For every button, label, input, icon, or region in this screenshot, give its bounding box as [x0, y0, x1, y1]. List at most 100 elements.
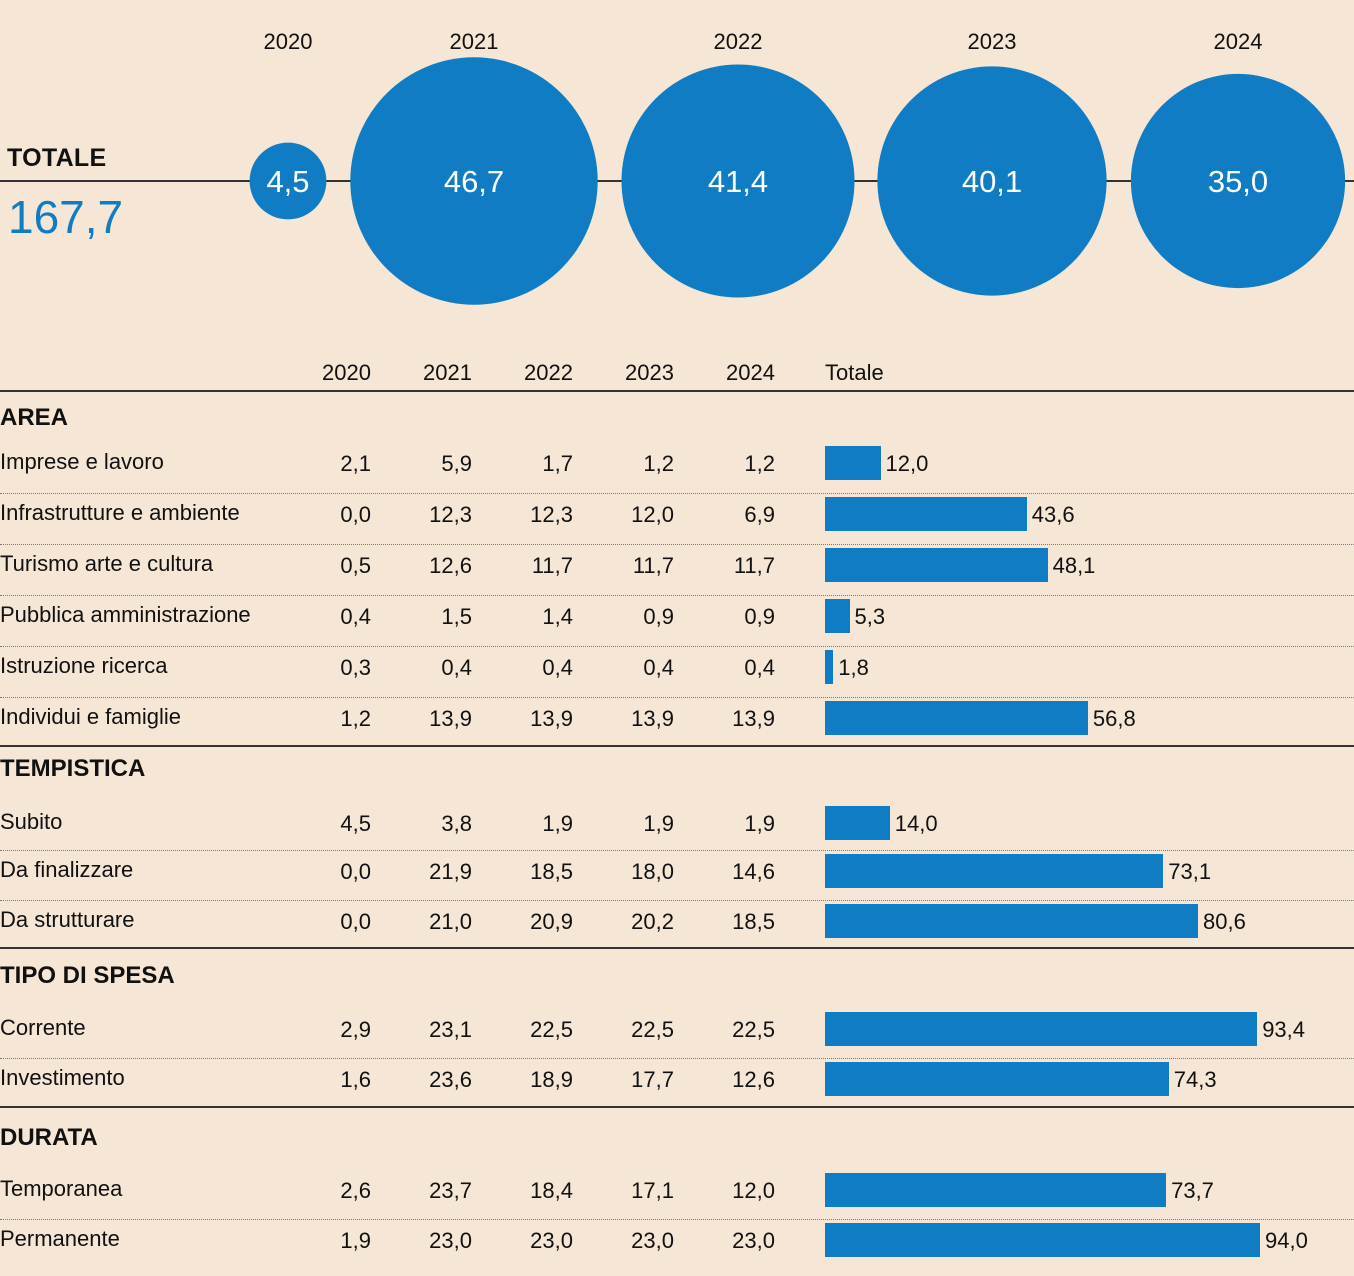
cell-2023: 12,0	[631, 502, 674, 527]
total-bar-label: 14,0	[894, 811, 938, 836]
cell-2024: 1,2	[744, 451, 775, 476]
table-row: Permanente 1,9 23,0 23,0 23,0 23,0 94,0	[0, 1219, 1354, 1269]
total-bar-label: 12,0	[885, 451, 929, 476]
cell-2024: 11,7	[733, 553, 775, 578]
total-bar-label: 43,6	[1031, 502, 1075, 527]
cell-2021: 23,7	[429, 1178, 472, 1203]
total-bar	[825, 548, 1048, 582]
bubble-2022	[621, 64, 855, 298]
bubble-value-label: 4,5	[266, 164, 309, 199]
column-header-2022: 2022	[524, 360, 573, 385]
table-row: Individui e famiglie 1,2 13,9 13,9 13,9 13,9 5…	[0, 697, 1354, 747]
cell-2021: 1,5	[441, 604, 472, 629]
total-label: TOTALE	[7, 144, 107, 172]
total-bar-label: 94,0	[1265, 1228, 1308, 1253]
table-row: Istruzione ricerca 0,3 0,4 0,4 0,4 0,4 1,8	[0, 646, 1354, 698]
total-bar	[825, 1223, 1260, 1257]
section-title: DURATA	[0, 1124, 98, 1151]
cell-2024: 6,9	[744, 502, 775, 527]
cell-2022: 18,5	[530, 859, 573, 884]
table-header: 2020 2021 2022 2023 2024 Totale	[0, 356, 1354, 392]
cell-2021: 12,3	[429, 502, 472, 527]
cell-2020: 0,0	[340, 502, 371, 527]
cell-2022: 20,9	[530, 909, 573, 934]
cell-2022: 12,3	[530, 502, 573, 527]
row-label: Da finalizzare	[0, 857, 134, 882]
bubble-chart: 2020 4,5 2021 46,7 2022 41,4 2023 40,1 2024 35,0	[0, 29, 1354, 305]
cell-2023: 1,9	[643, 811, 674, 836]
table-row: Da strutturare 0,0 21,0 20,9 20,2 18,5 80,6	[0, 900, 1354, 948]
cell-2020: 2,1	[340, 451, 371, 476]
cell-2021: 21,0	[429, 909, 472, 934]
cell-2021: 5,9	[441, 451, 472, 476]
cell-2024: 22,5	[732, 1017, 775, 1042]
bubble-value-label: 40,1	[962, 164, 1022, 199]
cell-2023: 0,9	[643, 604, 674, 629]
bubble-value-label: 41,4	[708, 164, 768, 199]
section-divider	[0, 947, 1354, 949]
bubble-year-label: 2020	[264, 29, 313, 54]
cell-2020: 4,5	[340, 811, 371, 836]
cell-2020: 0,0	[340, 859, 371, 884]
column-header-2020: 2020	[322, 360, 371, 385]
total-bar	[825, 1012, 1258, 1046]
section-divider	[0, 745, 1354, 747]
table-row: Temporanea 2,6 23,7 18,4 17,1 12,0 73,7	[0, 1169, 1354, 1220]
table-row: Corrente 2,9 23,1 22,5 22,5 22,5 93,4	[0, 1008, 1354, 1059]
row-label: Subito	[0, 809, 63, 834]
cell-2023: 0,4	[643, 655, 674, 680]
section-title: TEMPISTICA	[0, 755, 146, 782]
cell-2023: 11,7	[632, 553, 674, 578]
cell-2020: 1,9	[340, 1228, 371, 1253]
total-bar	[825, 701, 1088, 735]
cell-2023: 13,9	[631, 706, 674, 731]
total-bar-label: 74,3	[1173, 1067, 1217, 1092]
total-bar	[825, 1062, 1169, 1096]
total-bar-label: 5,3	[854, 604, 886, 629]
cell-2023: 23,0	[631, 1228, 674, 1253]
cell-2021: 21,9	[429, 859, 472, 884]
total-bar-label: 73,1	[1168, 859, 1212, 884]
total-bar-label: 80,6	[1203, 909, 1246, 934]
bubble-2024	[1130, 73, 1346, 289]
row-label: Pubblica amministrazione	[0, 602, 251, 627]
cell-2020: 2,9	[340, 1017, 371, 1042]
cell-2021: 23,6	[429, 1067, 472, 1092]
cell-2024: 0,9	[744, 604, 775, 629]
row-label: Corrente	[0, 1015, 86, 1040]
total-bar	[825, 854, 1164, 888]
cell-2024: 13,9	[732, 706, 775, 731]
cell-2022: 1,9	[542, 811, 573, 836]
table-row: Pubblica amministrazione 0,4 1,5 1,4 0,9 0,9 5…	[0, 595, 1354, 647]
cell-2020: 1,6	[340, 1067, 371, 1092]
table-row: Subito 4,5 3,8 1,9 1,9 1,9 14,0	[0, 802, 1354, 851]
cell-2020: 2,6	[340, 1178, 371, 1203]
column-header-2024: 2024	[726, 360, 775, 385]
cell-2022: 18,9	[530, 1067, 573, 1092]
table-row: Investimento 1,6 23,6 18,9 17,7 12,6 74,3	[0, 1058, 1354, 1108]
total-bar	[825, 1173, 1167, 1207]
cell-2021: 3,8	[441, 811, 472, 836]
cell-2021: 23,1	[429, 1017, 472, 1042]
cell-2021: 12,6	[429, 553, 472, 578]
total-bar	[825, 497, 1027, 531]
row-label: Istruzione ricerca	[0, 653, 168, 678]
bubble-2020	[249, 142, 327, 220]
row-label: Permanente	[0, 1226, 120, 1251]
cell-2022: 1,7	[542, 451, 573, 476]
cell-2023: 17,1	[631, 1178, 674, 1203]
cell-2024: 12,6	[732, 1067, 775, 1092]
row-label: Investimento	[0, 1065, 125, 1090]
table-row: Turismo arte e cultura 0,5 12,6 11,7 11,7 11,…	[0, 544, 1354, 596]
cell-2024: 14,6	[732, 859, 775, 884]
cell-2020: 1,2	[340, 706, 371, 731]
total-bar	[825, 806, 890, 840]
cell-2022: 22,5	[530, 1017, 573, 1042]
cell-2024: 18,5	[732, 909, 775, 934]
cell-2022: 23,0	[530, 1228, 573, 1253]
cell-2021: 13,9	[429, 706, 472, 731]
bubble-year-label: 2023	[968, 29, 1017, 54]
row-label: Infrastrutture e ambiente	[0, 500, 240, 525]
cell-2022: 13,9	[530, 706, 573, 731]
cell-2024: 23,0	[732, 1228, 775, 1253]
